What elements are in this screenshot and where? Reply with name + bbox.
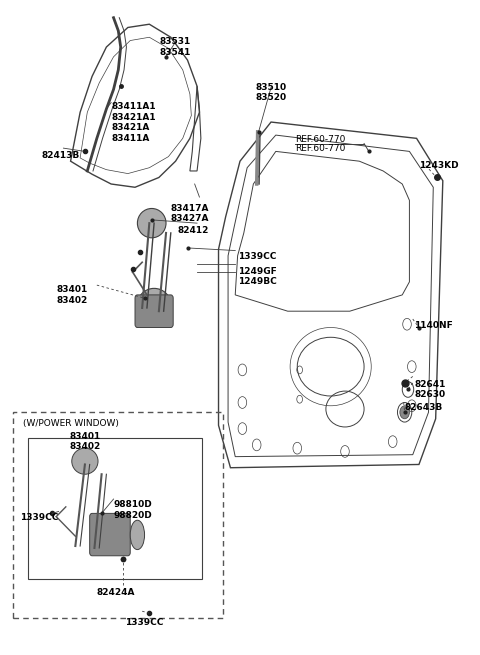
Text: 82413B: 82413B <box>42 151 80 160</box>
Ellipse shape <box>130 520 144 550</box>
Text: 1243KD: 1243KD <box>419 161 458 170</box>
Text: 83401
83402: 83401 83402 <box>69 432 100 451</box>
Circle shape <box>400 405 409 419</box>
Text: 82641
82630: 82641 82630 <box>414 380 445 399</box>
Text: 82424A: 82424A <box>97 588 135 597</box>
FancyBboxPatch shape <box>135 295 173 328</box>
Text: 82412: 82412 <box>178 227 209 235</box>
Text: 83411A1
83421A1
83421A
83411A: 83411A1 83421A1 83421A 83411A <box>111 102 156 143</box>
Text: 1339CC: 1339CC <box>21 514 59 523</box>
Text: 1339CC: 1339CC <box>238 252 276 261</box>
FancyBboxPatch shape <box>90 514 130 556</box>
Text: 1140NF: 1140NF <box>414 321 453 330</box>
Text: 83417A
83427A: 83417A 83427A <box>171 204 209 223</box>
Text: 83531
83541: 83531 83541 <box>160 37 191 57</box>
Text: 83401
83402: 83401 83402 <box>56 285 87 305</box>
Text: REF.60-770: REF.60-770 <box>295 143 345 153</box>
Text: 82643B: 82643B <box>405 403 443 411</box>
Text: (W/POWER WINDOW): (W/POWER WINDOW) <box>23 419 119 428</box>
Ellipse shape <box>137 208 166 238</box>
Text: 98810D
98820D: 98810D 98820D <box>114 500 152 519</box>
Text: REF.60-770: REF.60-770 <box>295 134 345 143</box>
Ellipse shape <box>72 448 98 474</box>
Text: 1339CC: 1339CC <box>125 618 164 627</box>
Text: 83510
83520: 83510 83520 <box>255 83 287 102</box>
Ellipse shape <box>137 288 171 321</box>
Text: 1249GF
1249BC: 1249GF 1249BC <box>238 267 276 286</box>
